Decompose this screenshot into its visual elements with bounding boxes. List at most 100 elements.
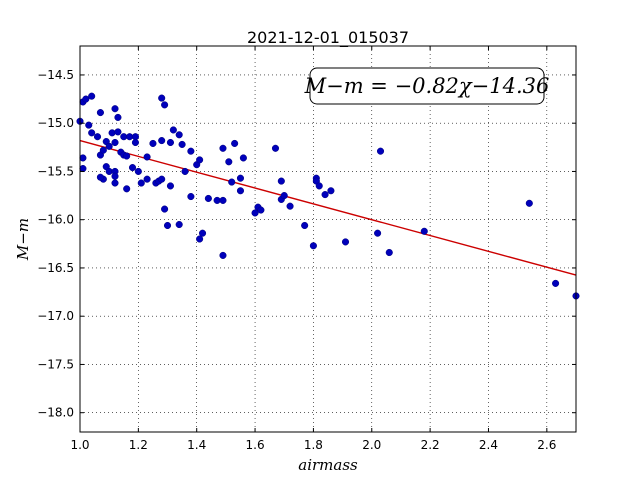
x-tick-label: 2.4 (479, 438, 498, 452)
data-point (161, 205, 169, 213)
data-point (219, 144, 227, 152)
data-point (96, 109, 104, 117)
data-point (79, 154, 87, 162)
y-tick-label: −18.0 (37, 406, 74, 420)
data-point (114, 113, 122, 121)
data-point (158, 137, 166, 145)
data-point (111, 179, 119, 187)
data-point (231, 139, 239, 148)
y-axis-label: M−m (14, 218, 32, 261)
data-point (143, 153, 151, 161)
x-tick-label: 2.2 (421, 438, 440, 452)
x-tick-label: 2.0 (362, 438, 381, 452)
data-point (196, 156, 204, 164)
data-point (108, 129, 116, 137)
data-point (99, 146, 107, 154)
plot-frame (79, 45, 577, 433)
data-point (341, 238, 350, 246)
x-tick-label: 2.6 (537, 438, 556, 452)
y-tick-label: −14.5 (37, 68, 74, 82)
data-point (128, 164, 137, 172)
data-point (525, 199, 533, 207)
x-tick-label: 1.2 (129, 438, 148, 452)
data-point (420, 227, 428, 235)
data-point (327, 187, 335, 195)
data-point (239, 154, 247, 162)
data-points (76, 92, 580, 300)
annotation-box (309, 67, 545, 105)
data-point (166, 138, 174, 147)
data-point (169, 126, 177, 134)
data-point (175, 131, 183, 139)
data-point (178, 140, 186, 148)
data-point (301, 221, 309, 230)
y-tick-label: −15.0 (37, 116, 74, 130)
y-tick-label: −15.5 (37, 164, 74, 178)
data-point (196, 235, 204, 243)
data-point (198, 229, 207, 237)
fit-line (79, 139, 577, 276)
data-point (175, 220, 183, 229)
data-point (280, 192, 288, 200)
x-axis-label: airmass (298, 456, 358, 474)
y-tick-label: −17.5 (37, 357, 74, 371)
data-point (158, 175, 166, 183)
data-point (271, 144, 280, 152)
data-point (137, 179, 145, 187)
chart-title: 2021-12-01_015037 (247, 28, 409, 48)
data-point (204, 194, 212, 203)
data-point (111, 172, 119, 180)
data-point (181, 167, 189, 175)
data-point (219, 196, 227, 204)
data-point (236, 174, 245, 182)
data-point (286, 202, 294, 210)
data-point (158, 94, 166, 102)
data-point (88, 92, 96, 100)
data-point (166, 182, 174, 190)
fit-line-group (79, 139, 577, 276)
data-point (161, 101, 169, 109)
data-point (277, 177, 285, 185)
data-point (552, 279, 560, 287)
x-tick-label: 1.8 (304, 438, 323, 452)
data-point (114, 128, 122, 136)
data-point (257, 206, 265, 214)
data-point (111, 105, 119, 113)
data-point (236, 187, 245, 195)
data-point (187, 147, 195, 155)
fit-annotation: M−m = −0.82χ−14.36 (304, 67, 549, 105)
ticks: 1.0 1.2 1.4 1.6 1.8 2.0 2.2 2.4 2.6 −14.5 −15.0 −15… (37, 46, 576, 452)
data-point (309, 242, 317, 250)
y-tick-label: −16.5 (37, 261, 74, 275)
data-point (79, 165, 87, 173)
data-point (134, 167, 142, 175)
data-point (321, 191, 329, 199)
data-point (219, 251, 227, 259)
data-point (82, 95, 90, 103)
x-tick-label: 1.4 (187, 438, 206, 452)
y-tick-label: −16.0 (37, 213, 74, 227)
data-point (187, 192, 195, 201)
data-point (123, 185, 131, 193)
data-point (143, 175, 151, 183)
data-point (85, 121, 93, 129)
data-point (376, 147, 385, 155)
x-tick-label: 1.6 (246, 438, 265, 452)
data-point (93, 133, 102, 141)
data-point (105, 142, 113, 150)
data-point (149, 139, 157, 148)
data-point (96, 173, 104, 181)
data-point (374, 229, 382, 237)
data-point (315, 182, 323, 190)
x-tick-label: 1.0 (70, 438, 89, 452)
data-point (123, 152, 131, 160)
y-tick-label: −17.0 (37, 309, 74, 323)
data-point (163, 221, 172, 230)
data-point (131, 138, 139, 147)
data-point (88, 129, 96, 137)
data-point (385, 248, 393, 257)
data-point (251, 209, 259, 217)
data-point (228, 178, 236, 186)
data-point (111, 138, 119, 147)
